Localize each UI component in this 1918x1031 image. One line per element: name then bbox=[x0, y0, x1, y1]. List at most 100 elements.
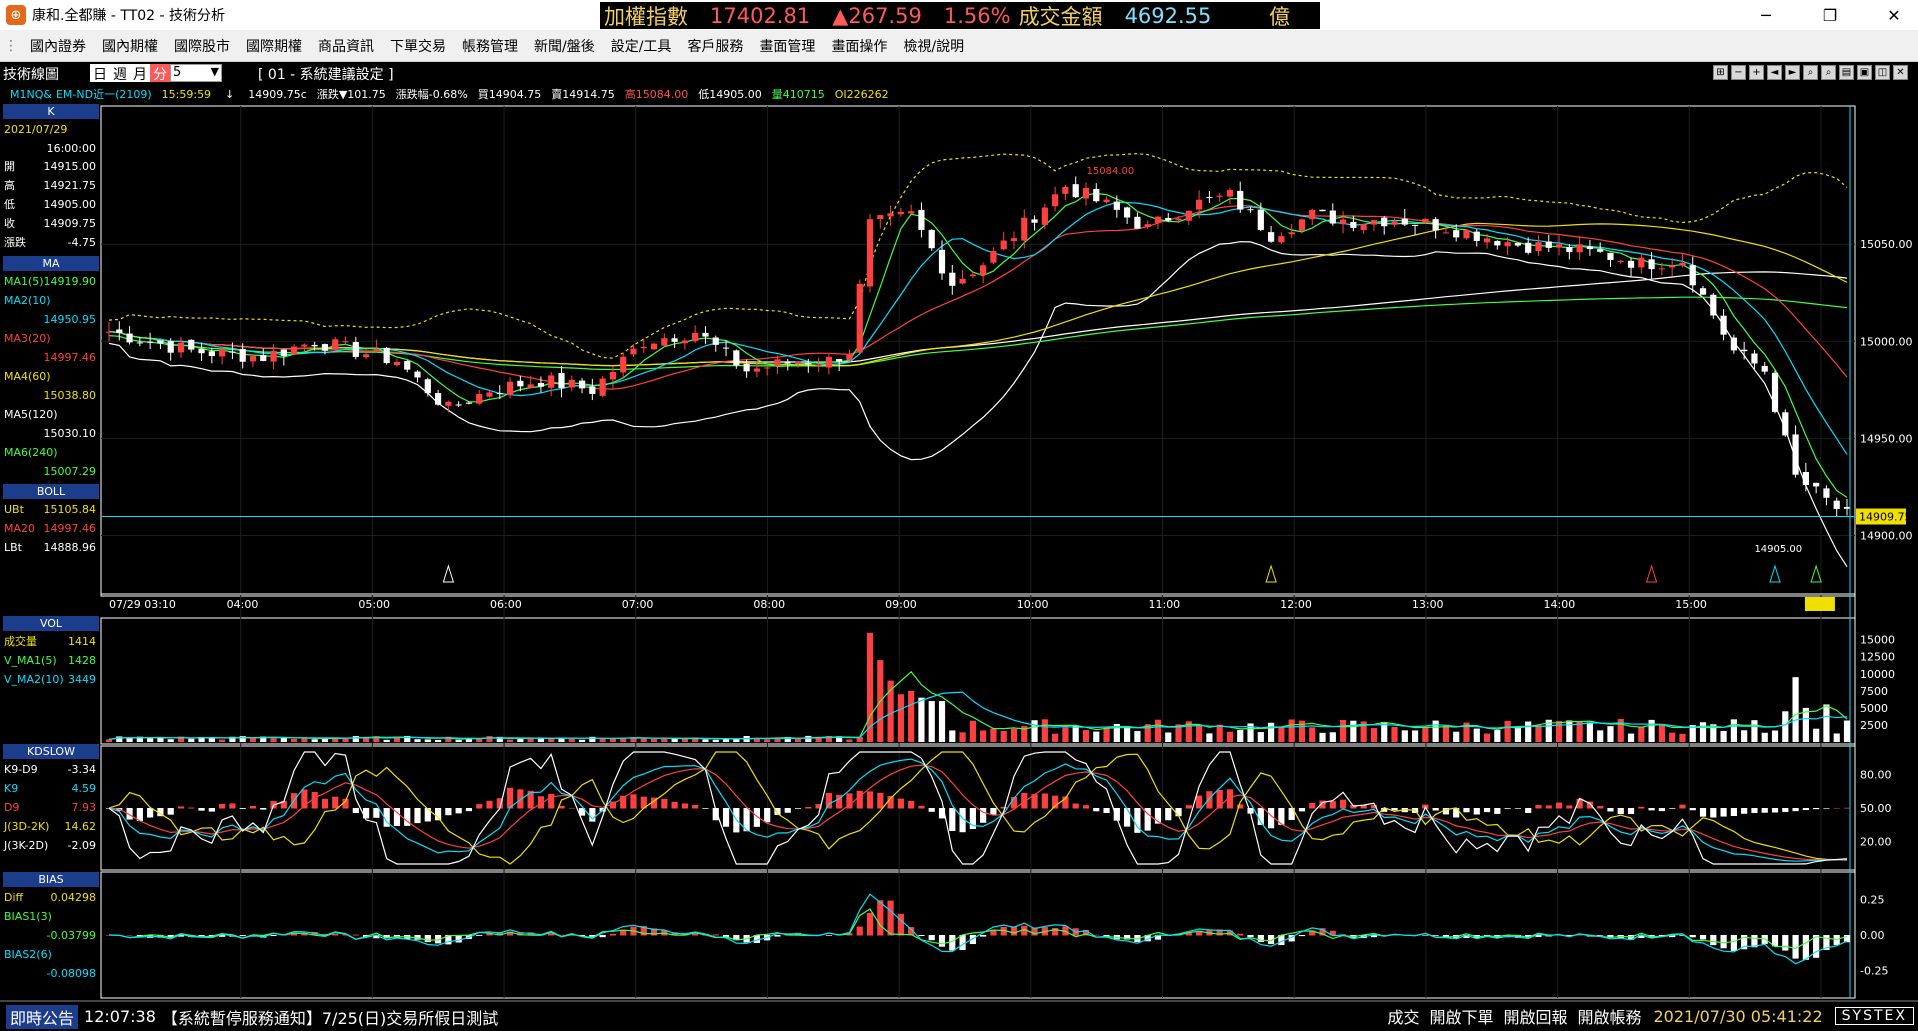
magnify-icon[interactable]: ⌕ bbox=[1803, 65, 1818, 80]
kd-histogram-bar bbox=[558, 805, 565, 809]
close-button[interactable]: ✕ bbox=[1887, 5, 1901, 25]
candle-body bbox=[147, 341, 154, 343]
open-report-button[interactable]: 開啟回報 bbox=[1503, 1008, 1568, 1027]
menu-item-intl-stocks[interactable]: 國際股市 bbox=[174, 38, 230, 55]
period-minute[interactable]: 分 bbox=[150, 64, 170, 83]
window-icon[interactable]: ◫ bbox=[1875, 65, 1890, 80]
ticker-unit: 億 bbox=[1269, 4, 1290, 29]
ma-section-header[interactable]: MA bbox=[3, 256, 99, 271]
search-icon[interactable]: ⌕ bbox=[1821, 65, 1836, 80]
bias-diff-bar bbox=[825, 935, 832, 936]
boll-section-header[interactable]: BOLL bbox=[3, 484, 99, 499]
candle-body bbox=[1144, 224, 1151, 227]
menu-item-account-mgmt[interactable]: 帳務管理 bbox=[462, 38, 518, 55]
candle-body bbox=[1103, 199, 1110, 203]
ma-row: MA2(10) bbox=[4, 293, 96, 308]
ticker-price: 17402.81 bbox=[710, 3, 811, 28]
volume-bar bbox=[1360, 721, 1367, 742]
menu-item-customer-service[interactable]: 客戶服務 bbox=[687, 38, 744, 55]
volume-ma10-line bbox=[108, 691, 1848, 740]
menu-item-screen-ops[interactable]: 畫面操作 bbox=[831, 38, 888, 55]
boll-row: MA20 14997.46 bbox=[4, 521, 96, 536]
kd-histogram-bar bbox=[877, 792, 884, 809]
bias-diff-bar bbox=[599, 935, 606, 938]
ma-value: 14997.46 bbox=[43, 351, 97, 364]
open-account-button[interactable]: 開啟帳務 bbox=[1577, 1008, 1642, 1027]
candle-body bbox=[661, 338, 668, 346]
volume-bar bbox=[445, 736, 452, 742]
period-week[interactable]: 週 bbox=[113, 67, 127, 83]
menu-item-domestic-futures[interactable]: 國內期權 bbox=[102, 38, 158, 55]
k-section-header[interactable]: K bbox=[3, 104, 99, 119]
menu-item-intl-futures[interactable]: 國際期權 bbox=[246, 38, 302, 55]
kd-section-header[interactable]: KDSLOW bbox=[3, 744, 99, 759]
k-row: 低 14905.00 bbox=[4, 197, 96, 212]
ma-row: MA5(120) bbox=[4, 407, 96, 422]
kd-histogram-bar bbox=[1432, 808, 1439, 811]
volume-bar bbox=[1339, 719, 1347, 742]
menu-item-settings-tools[interactable]: 設定/工具 bbox=[610, 38, 672, 55]
volume-bar bbox=[1566, 720, 1573, 742]
bias-diff-bar bbox=[1267, 935, 1275, 944]
close-chart-icon[interactable]: ✕ bbox=[1893, 65, 1908, 80]
menu-item-domestic-securities[interactable]: 國內證券 bbox=[30, 38, 86, 55]
open-order-button[interactable]: 開啟下單 bbox=[1429, 1008, 1494, 1027]
save-icon[interactable]: ▣ bbox=[1857, 65, 1872, 80]
filled-button[interactable]: 成交 bbox=[1387, 1008, 1420, 1027]
bias-row: BIAS1(3) bbox=[4, 909, 96, 924]
candle-body bbox=[1525, 242, 1532, 253]
crosshair-icon[interactable]: ⊞ bbox=[1713, 65, 1728, 80]
announcement-message[interactable]: 【系統暫停服務通知】7/25(日)交易所假日測試 bbox=[161, 1008, 499, 1028]
bias-diff-bar bbox=[959, 935, 966, 951]
menu-item-product-info[interactable]: 商品資訊 bbox=[318, 38, 374, 55]
candle-body bbox=[733, 350, 740, 366]
menu-item-order-trading[interactable]: 下單交易 bbox=[390, 38, 446, 55]
volume-bar bbox=[969, 720, 976, 742]
candle-body bbox=[918, 209, 925, 230]
kd-histogram-bar bbox=[1453, 808, 1460, 818]
interval-select[interactable]: 5 ▼ bbox=[170, 64, 222, 82]
volume-bar bbox=[990, 728, 997, 742]
interval-value: 5 bbox=[173, 65, 182, 80]
menu-item-news[interactable]: 新聞/盤後 bbox=[534, 38, 595, 55]
kd-histogram-bar bbox=[1124, 808, 1131, 827]
k-date: 2021/07/29 bbox=[4, 122, 96, 137]
volume-bar bbox=[1432, 720, 1439, 742]
period-month[interactable]: 月 bbox=[133, 67, 147, 83]
indicator-setting[interactable]: [ 01 - 系統建議設定 ] bbox=[258, 67, 394, 83]
kd-row: J(3D-2K) 14.62 bbox=[4, 819, 96, 834]
candle-body bbox=[496, 393, 503, 395]
volume-tick-label: 15000 bbox=[1860, 634, 1895, 647]
candle-body bbox=[1247, 209, 1254, 211]
time-tick-label: 15:00 bbox=[1675, 598, 1707, 611]
time-tick-label: 13:00 bbox=[1412, 598, 1444, 611]
period-day[interactable]: 日 bbox=[93, 67, 107, 83]
menu-item-screen-mgmt[interactable]: 畫面管理 bbox=[759, 38, 816, 55]
scroll-right-icon[interactable]: ► bbox=[1785, 65, 1800, 80]
bias-diff-bar bbox=[445, 935, 452, 945]
bias-diff-bar bbox=[1257, 935, 1264, 942]
kd-histogram-bar bbox=[157, 808, 164, 817]
candle-body bbox=[609, 371, 617, 380]
bias-diff-bar bbox=[589, 935, 596, 937]
bias-diff-bar bbox=[856, 926, 863, 936]
print-icon[interactable]: ▤ bbox=[1839, 65, 1854, 80]
bias-diff-bar bbox=[938, 935, 946, 947]
kd-histogram-bar bbox=[1699, 808, 1707, 817]
kd-histogram-bar bbox=[1062, 796, 1069, 809]
scroll-left-icon[interactable]: ◄ bbox=[1767, 65, 1782, 80]
bias-section-header[interactable]: BIAS bbox=[3, 872, 99, 887]
zoom-out-icon[interactable]: − bbox=[1731, 65, 1746, 80]
technical-chart[interactable]: 15050.00 15000.00 14950.00 14900.00 07/29 03… bbox=[0, 0, 1918, 1000]
vol-section-header[interactable]: VOL bbox=[3, 616, 99, 631]
ma-value: 15007.29 bbox=[43, 465, 97, 478]
candle-body bbox=[157, 340, 164, 344]
kd-histogram-bar bbox=[908, 800, 915, 809]
maximize-button[interactable]: ❐ bbox=[1822, 5, 1838, 25]
menu-item-view-help[interactable]: 檢視/說明 bbox=[903, 38, 965, 55]
candle-body bbox=[1720, 315, 1727, 335]
zoom-in-icon[interactable]: + bbox=[1749, 65, 1764, 80]
bias-diff-bar bbox=[1607, 935, 1614, 938]
volume-bar bbox=[1483, 733, 1491, 742]
minimize-button[interactable]: ─ bbox=[1761, 5, 1771, 25]
